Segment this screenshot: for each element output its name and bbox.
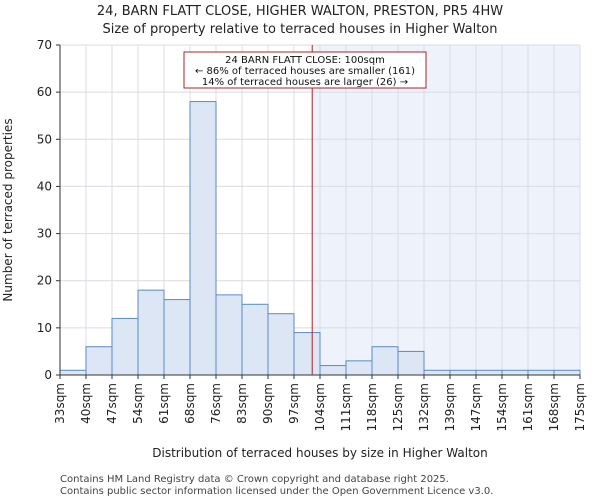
x-tick-label: 118sqm (365, 383, 379, 431)
chart-subtitle: Size of property relative to terraced ho… (102, 22, 498, 37)
bar-47sqm (111, 317, 139, 376)
x-tick-label: 132sqm (417, 383, 431, 431)
bar-161sqm (527, 369, 555, 376)
annotation-line-2: ← 86% of terraced houses are smaller (16… (195, 66, 415, 77)
y-tick-label: 0 (44, 368, 52, 382)
bar-147sqm (475, 369, 503, 376)
y-tick-label: 10 (37, 321, 52, 335)
x-tick-label: 76sqm (209, 383, 223, 424)
x-tick-label: 97sqm (287, 383, 301, 424)
x-tick-label: 154sqm (495, 383, 509, 431)
bar-139sqm (449, 369, 477, 376)
x-tick-label: 68sqm (183, 383, 197, 424)
x-tick-label: 147sqm (469, 383, 483, 431)
x-tick-label: 83sqm (235, 383, 249, 424)
annotation-line-1: 24 BARN FLATT CLOSE: 100sqm (225, 55, 385, 66)
bar-125sqm (397, 350, 425, 376)
x-tick-label: 90sqm (261, 383, 275, 424)
x-tick-label: 40sqm (79, 383, 93, 424)
x-tick-label: 54sqm (131, 383, 145, 424)
bar-104sqm (319, 365, 347, 376)
bar-68sqm (189, 101, 217, 376)
footer-line-2: Contains public sector information licen… (60, 486, 494, 497)
larger-region-shade (312, 45, 580, 375)
x-tick-label: 161sqm (521, 383, 535, 431)
bar-90sqm (267, 313, 295, 376)
y-tick-label: 30 (37, 227, 52, 241)
x-tick-label: 47sqm (105, 383, 119, 424)
histogram-chart: 0 10 20 30 40 50 60 70 33sqm 40sqm 47sqm 54sqm 61sqm… (1, 38, 587, 460)
x-tick-label: 111sqm (339, 383, 353, 431)
bar-76sqm (215, 294, 243, 376)
bar-97sqm (293, 332, 321, 376)
x-tick-label: 33sqm (53, 383, 67, 424)
bar-154sqm (501, 369, 529, 376)
x-tick-label: 168sqm (547, 383, 561, 431)
x-axis-title: Distribution of terraced houses by size … (152, 446, 487, 460)
bar-83sqm (241, 303, 269, 376)
footer-line-1: Contains HM Land Registry data © Crown c… (60, 474, 449, 485)
y-tick-label: 60 (37, 85, 52, 99)
bar-118sqm (371, 346, 399, 376)
x-tick-label: 139sqm (443, 383, 457, 431)
bar-33sqm (59, 369, 87, 376)
annotation-box (183, 51, 427, 89)
y-tick-label: 70 (37, 38, 52, 52)
bar-61sqm (163, 299, 191, 376)
x-tick-label: 125sqm (391, 383, 405, 431)
y-tick-label: 50 (37, 132, 52, 146)
annotation-line-3: 14% of terraced houses are larger (26) → (202, 77, 408, 88)
y-tick-label: 20 (37, 274, 52, 288)
bar-54sqm (137, 289, 165, 376)
x-tick-label: 175sqm (573, 383, 587, 431)
bar-132sqm (423, 369, 451, 376)
chart-title: 24, BARN FLATT CLOSE, HIGHER WALTON, PRE… (96, 4, 504, 19)
bar-168sqm (553, 369, 581, 376)
bar-40sqm (85, 346, 113, 376)
bar-111sqm (345, 360, 373, 376)
y-axis-title: Number of terraced properties (1, 118, 15, 301)
x-tick-label: 104sqm (313, 383, 327, 431)
x-tick-label: 61sqm (157, 383, 171, 424)
y-tick-label: 40 (37, 179, 52, 193)
